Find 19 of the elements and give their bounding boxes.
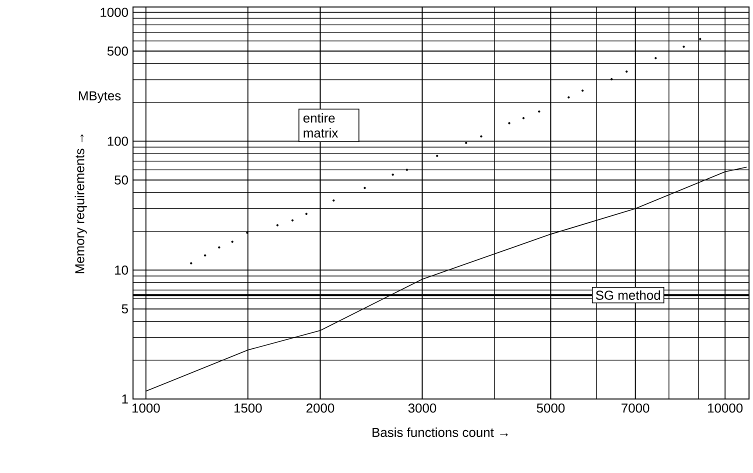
- ref-line-label: SG method: [596, 290, 660, 300]
- x-tick-label: 10000: [708, 404, 743, 413]
- y-tick-label: 500: [107, 46, 128, 56]
- text: MBytes: [79, 91, 121, 103]
- x-tick-label: 7000: [622, 404, 650, 413]
- x-tick-label: 2000: [306, 404, 334, 413]
- y-tick-label: 50: [114, 175, 128, 185]
- x-axis-title: Basis functions count →: [372, 428, 508, 438]
- y-tick-label: 1000: [100, 8, 128, 17]
- x-tick-label: 3000: [408, 404, 436, 413]
- x-tick-label: 1500: [234, 404, 262, 413]
- y-tick-label: 1: [122, 394, 128, 404]
- y-axis-title: Memory requirements →: [74, 134, 87, 274]
- x-tick-label: 1000: [132, 404, 160, 413]
- y-tick-label: 100: [108, 136, 128, 146]
- x-tick-label: 5000: [536, 404, 565, 413]
- annotation: entire matrix: [303, 113, 338, 138]
- y-tick-label: 5: [122, 304, 128, 314]
- y-tick-label: 10: [115, 266, 128, 275]
